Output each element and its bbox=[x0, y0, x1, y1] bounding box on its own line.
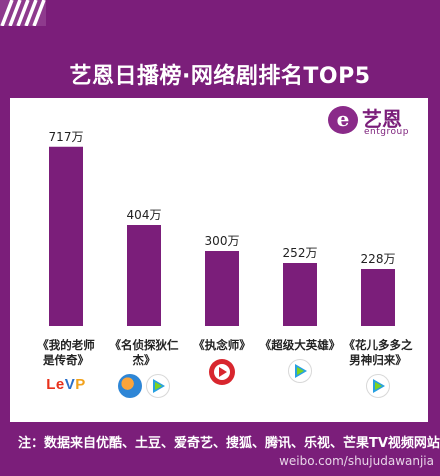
platform-icons: LeVP bbox=[24, 374, 108, 402]
drama-name-line: 《执念师》 bbox=[193, 338, 251, 352]
value-label-4: 252万 bbox=[283, 246, 318, 260]
value-label-5: 228万 bbox=[361, 252, 396, 266]
drama-name-line: 是传奇》 bbox=[43, 353, 89, 367]
entgroup-logo: e 艺恩 entgroup bbox=[328, 102, 422, 138]
youku-icon bbox=[209, 359, 235, 385]
bar-3 bbox=[205, 251, 239, 326]
drama-name: 《执念师》 bbox=[180, 338, 264, 353]
drama-name: 《我的老师 是传奇》 bbox=[24, 338, 108, 368]
chart-title: 艺恩日播榜·网络剧排名TOP5 bbox=[69, 64, 371, 89]
tencent-video-icon bbox=[366, 374, 390, 398]
watermark: weibo.com/shujudawanjia bbox=[279, 454, 434, 468]
drama-item: 《超级大英雄》 bbox=[258, 338, 342, 387]
drama-item: 《花儿多多之 男神归来》 bbox=[336, 338, 420, 402]
value-label-2: 404万 bbox=[127, 208, 162, 222]
chart-panel: e 艺恩 entgroup 717万 404万 300万 252万 228万 《我的老师… bbox=[10, 98, 428, 422]
drama-item: 《执念师》 bbox=[180, 338, 264, 387]
drama-name: 《花儿多多之 男神归来》 bbox=[336, 338, 420, 368]
logo-sub: entgroup bbox=[364, 127, 409, 137]
drama-name-line: 《花儿多多之 bbox=[343, 338, 413, 352]
bar-chart: 717万 404万 300万 252万 228万 bbox=[16, 130, 422, 328]
tencent-video-icon bbox=[288, 359, 312, 383]
footer-note: 注：数据来自优酷、土豆、爱奇艺、搜狐、腾讯、乐视、芒果TV视频网站 bbox=[18, 436, 440, 451]
drama-list: 《我的老师 是传奇》 LeVP 《名侦探狄仁杰》 《执念师》 《超级大英雄》 《花儿多多之男… bbox=[10, 328, 428, 422]
drama-name-line: 男神归来》 bbox=[349, 353, 407, 367]
bar-2 bbox=[127, 225, 161, 326]
drama-name-line: 《我的老师 bbox=[37, 338, 95, 352]
drama-name-line: 《名侦探狄仁杰》 bbox=[109, 338, 179, 367]
logo-name: 艺恩 bbox=[362, 107, 402, 131]
drama-name: 《超级大英雄》 bbox=[258, 338, 342, 353]
platform-icons bbox=[336, 374, 420, 402]
drama-item: 《我的老师 是传奇》 LeVP bbox=[24, 338, 108, 402]
tencent-video-icon bbox=[146, 374, 170, 398]
corner-stripes bbox=[0, 0, 46, 26]
platform-icons bbox=[258, 359, 342, 387]
drama-name-line: 《超级大英雄》 bbox=[259, 338, 341, 352]
platform-icons bbox=[102, 374, 186, 402]
logo-e-icon: e bbox=[328, 106, 358, 134]
drama-item: 《名侦探狄仁杰》 bbox=[102, 338, 186, 402]
tudou-icon bbox=[118, 374, 142, 398]
letv-logo: LeVP bbox=[46, 376, 86, 393]
bar-1 bbox=[49, 146, 83, 326]
platform-icons bbox=[180, 359, 264, 387]
bar-5 bbox=[361, 269, 395, 326]
value-label-1: 717万 bbox=[49, 130, 84, 144]
drama-name: 《名侦探狄仁杰》 bbox=[102, 338, 186, 368]
bar-4 bbox=[283, 263, 317, 326]
value-label-3: 300万 bbox=[205, 234, 240, 248]
